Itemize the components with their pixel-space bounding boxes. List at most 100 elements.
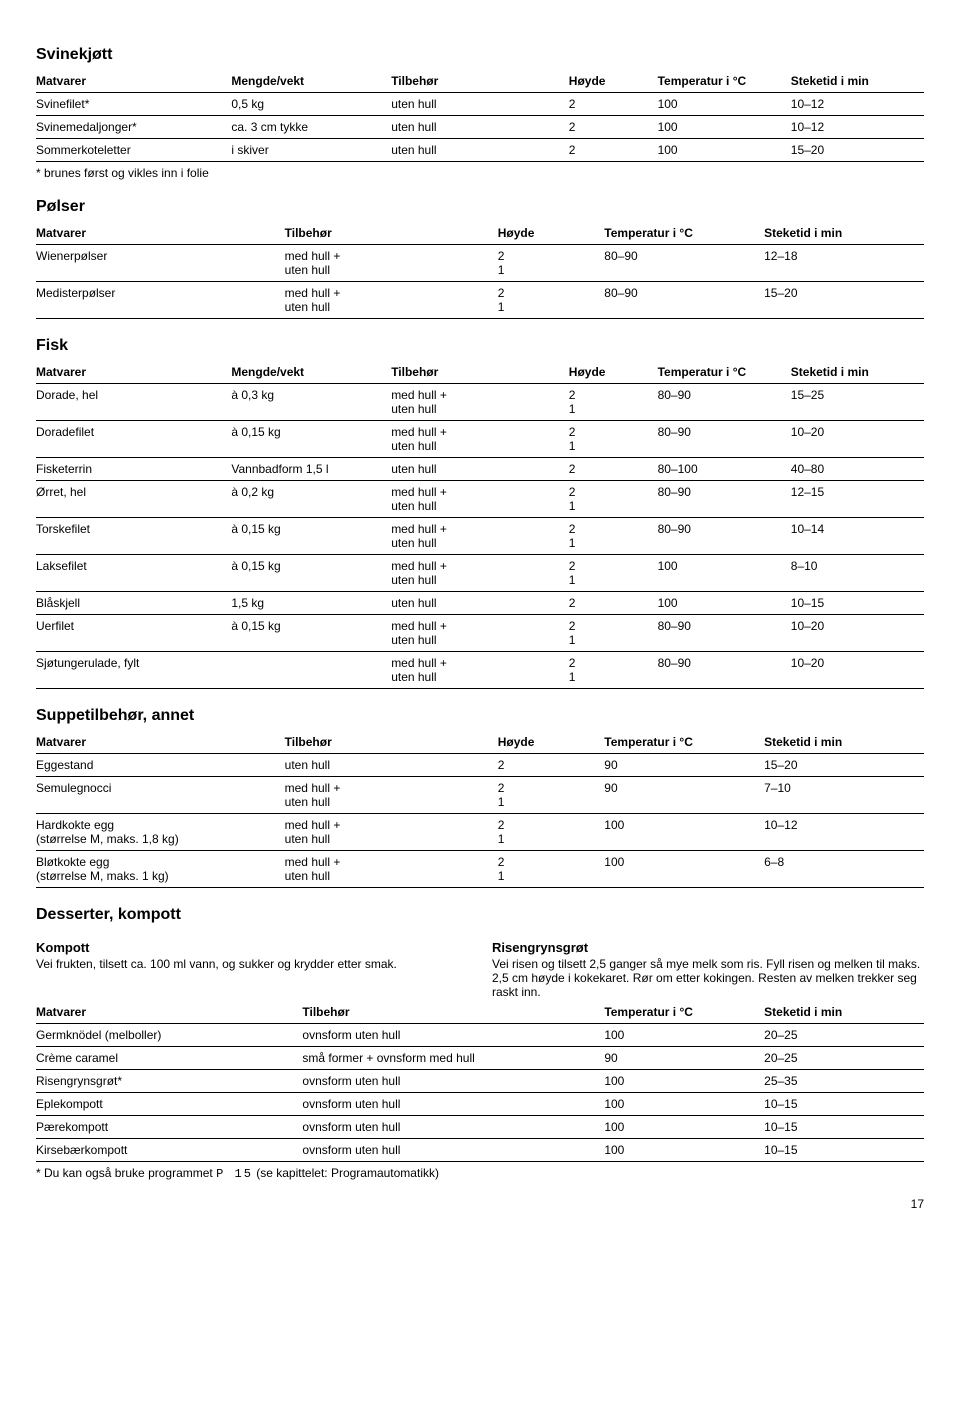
table-cell: 100 [604, 1093, 764, 1116]
table-cell: 10–15 [764, 1093, 924, 1116]
table-cell: ca. 3 cm tykke [231, 116, 391, 139]
table-row: Ørret, helà 0,2 kgmed hull + uten hull2 … [36, 481, 924, 518]
table-cell: Uerfilet [36, 615, 231, 652]
table-cell: små former + ovnsform med hull [302, 1047, 604, 1070]
table-cell: 80–90 [658, 652, 791, 689]
table-cell: 80–90 [604, 245, 764, 282]
table-cell: 10–12 [791, 93, 924, 116]
table-cell: Fisketerrin [36, 458, 231, 481]
table-cell: à 0,15 kg [231, 615, 391, 652]
table-cell: 10–14 [791, 518, 924, 555]
table-row: Crème caramelsmå former + ovnsform med h… [36, 1047, 924, 1070]
table-row: FisketerrinVannbadform 1,5 luten hull280… [36, 458, 924, 481]
table-cell: med hull + uten hull [391, 421, 569, 458]
fisk-title: Fisk [36, 337, 924, 355]
col-header: Tilbehør [391, 70, 569, 93]
table-cell: med hull + uten hull [285, 245, 498, 282]
table-row: Laksefiletà 0,15 kgmed hull + uten hull2… [36, 555, 924, 592]
kompott-title: Kompott [36, 940, 468, 955]
col-header: Steketid i min [791, 361, 924, 384]
table-cell: Eplekompott [36, 1093, 302, 1116]
table-cell: à 0,15 kg [231, 518, 391, 555]
table-cell: 100 [604, 1139, 764, 1162]
table-row: Wienerpølsermed hull + uten hull2 180–90… [36, 245, 924, 282]
table-cell: Wienerpølser [36, 245, 285, 282]
table-cell: 2 1 [569, 652, 658, 689]
table-cell: 2 1 [569, 555, 658, 592]
table-row: Germknödel (melboller)ovnsform uten hull… [36, 1024, 924, 1047]
table-cell: 2 [569, 116, 658, 139]
table-header-row: Matvarer Mengde/vekt Tilbehør Høyde Temp… [36, 70, 924, 93]
table-cell: à 0,2 kg [231, 481, 391, 518]
dessert-intro: Kompott Vei frukten, tilsett ca. 100 ml … [36, 930, 924, 999]
risen-title: Risengrynsgrøt [492, 940, 924, 955]
table-header-row: Matvarer Tilbehør Høyde Temperatur i °C … [36, 731, 924, 754]
fisk-body: Dorade, helà 0,3 kgmed hull + uten hull2… [36, 384, 924, 689]
table-cell: Bløtkokte egg (størrelse M, maks. 1 kg) [36, 851, 285, 888]
table-cell: 40–80 [791, 458, 924, 481]
table-cell: 80–90 [658, 421, 791, 458]
table-cell: à 0,15 kg [231, 421, 391, 458]
suppe-title: Suppetilbehør, annet [36, 707, 924, 725]
dessert-table: Matvarer Tilbehør Temperatur i °C Steket… [36, 1001, 924, 1162]
table-row: Dorade, helà 0,3 kgmed hull + uten hull2… [36, 384, 924, 421]
table-cell: 15–20 [764, 282, 924, 319]
table-cell: à 0,15 kg [231, 555, 391, 592]
table-row: Sommerkoteletteri skiveruten hull210015–… [36, 139, 924, 162]
table-cell: 100 [604, 1024, 764, 1047]
table-cell: 20–25 [764, 1047, 924, 1070]
svinekjott-footnote: * brunes først og vikles inn i folie [36, 166, 924, 180]
table-cell: 2 1 [498, 851, 605, 888]
table-cell: Medisterpølser [36, 282, 285, 319]
table-cell: Semulegnocci [36, 777, 285, 814]
dessert-title: Desserter, kompott [36, 906, 924, 924]
table-cell: uten hull [285, 754, 498, 777]
table-cell: 2 1 [498, 245, 605, 282]
fisk-table: Matvarer Mengde/vekt Tilbehør Høyde Temp… [36, 361, 924, 689]
table-cell: 0,5 kg [231, 93, 391, 116]
table-cell: ovnsform uten hull [302, 1093, 604, 1116]
table-cell: med hull + uten hull [391, 384, 569, 421]
table-row: Doradefiletà 0,15 kgmed hull + uten hull… [36, 421, 924, 458]
col-header: Mengde/vekt [231, 70, 391, 93]
table-cell: 100 [658, 139, 791, 162]
table-cell: med hull + uten hull [285, 851, 498, 888]
table-row: Bløtkokte egg (størrelse M, maks. 1 kg)m… [36, 851, 924, 888]
svinekjott-table: Matvarer Mengde/vekt Tilbehør Høyde Temp… [36, 70, 924, 162]
table-cell: 2 1 [498, 777, 605, 814]
footnote-pre: * Du kan også bruke programmet [36, 1166, 216, 1180]
col-header: Tilbehør [302, 1001, 604, 1024]
table-cell: ovnsform uten hull [302, 1116, 604, 1139]
table-cell: Crème caramel [36, 1047, 302, 1070]
col-header: Temperatur i °C [604, 222, 764, 245]
table-cell: Blåskjell [36, 592, 231, 615]
table-cell: 90 [604, 1047, 764, 1070]
table-cell: 10–12 [791, 116, 924, 139]
table-cell: 80–100 [658, 458, 791, 481]
table-cell: Sommerkoteletter [36, 139, 231, 162]
table-cell: med hull + uten hull [391, 481, 569, 518]
col-header: Steketid i min [764, 1001, 924, 1024]
table-cell: 100 [604, 851, 764, 888]
col-header: Høyde [498, 222, 605, 245]
table-cell: 15–20 [764, 754, 924, 777]
table-cell: 2 1 [569, 615, 658, 652]
table-row: Kirsebærkompottovnsform uten hull10010–1… [36, 1139, 924, 1162]
table-row: Uerfiletà 0,15 kgmed hull + uten hull2 1… [36, 615, 924, 652]
table-cell: uten hull [391, 116, 569, 139]
table-cell: 2 1 [569, 384, 658, 421]
table-cell: Sjøtungerulade, fylt [36, 652, 231, 689]
table-cell: 100 [604, 814, 764, 851]
col-header: Tilbehør [285, 222, 498, 245]
table-cell: Vannbadform 1,5 l [231, 458, 391, 481]
table-cell: med hull + uten hull [391, 615, 569, 652]
table-cell: 2 1 [569, 421, 658, 458]
table-cell: uten hull [391, 592, 569, 615]
table-cell: 80–90 [604, 282, 764, 319]
col-header: Høyde [569, 361, 658, 384]
table-header-row: Matvarer Tilbehør Temperatur i °C Steket… [36, 1001, 924, 1024]
table-cell: Svinefilet* [36, 93, 231, 116]
table-cell: Germknödel (melboller) [36, 1024, 302, 1047]
table-cell: Ørret, hel [36, 481, 231, 518]
table-cell: 2 1 [569, 518, 658, 555]
